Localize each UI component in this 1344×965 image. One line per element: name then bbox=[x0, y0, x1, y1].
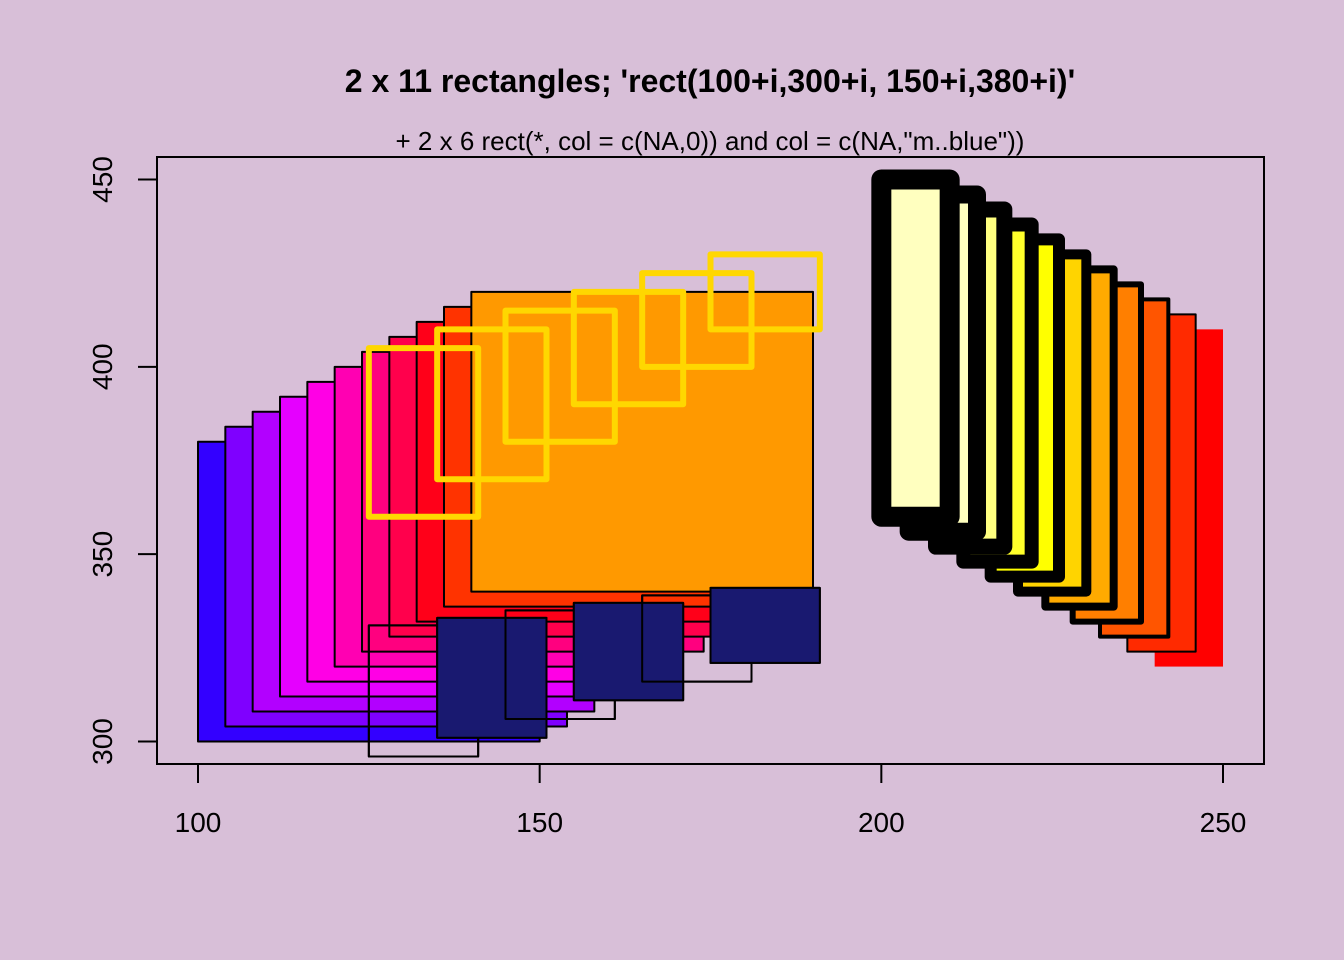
heat-rect-group bbox=[871, 169, 1223, 667]
navy-rect-group bbox=[367, 586, 821, 758]
x-tick-label-200: 200 bbox=[858, 807, 905, 838]
y-tick-label-350: 350 bbox=[87, 531, 118, 578]
x-tick-label-150: 150 bbox=[516, 807, 563, 838]
y-tick-label-300: 300 bbox=[87, 718, 118, 765]
x-axis: 100 150 200 250 bbox=[175, 763, 1247, 838]
chart-subtitle: + 2 x 6 rect(*, col = c(NA,0)) and col =… bbox=[396, 126, 1025, 156]
navy-rect-4 bbox=[572, 601, 685, 702]
gold-rect-4 bbox=[570, 288, 687, 408]
gold-rect-6 bbox=[707, 251, 823, 333]
navy-rect-2 bbox=[436, 616, 548, 739]
gold-rect-5 bbox=[639, 270, 755, 370]
y-tick-label-450: 450 bbox=[87, 156, 118, 203]
x-tick-label-250: 250 bbox=[1200, 807, 1247, 838]
gold-rect-1 bbox=[365, 345, 482, 520]
navy-rect-6 bbox=[709, 586, 821, 664]
x-tick-label-100: 100 bbox=[175, 807, 222, 838]
heat-rect-11 bbox=[871, 169, 960, 527]
plot-marks bbox=[197, 169, 1223, 758]
y-tick-label-400: 400 bbox=[87, 343, 118, 390]
gold-rect-3 bbox=[502, 307, 618, 445]
gold-rect-group bbox=[365, 251, 823, 520]
gold-rect-2 bbox=[434, 326, 550, 483]
y-axis: 300 350 400 450 bbox=[87, 156, 158, 765]
chart-title: 2 x 11 rectangles; 'rect(100+i,300+i, 15… bbox=[345, 63, 1075, 99]
